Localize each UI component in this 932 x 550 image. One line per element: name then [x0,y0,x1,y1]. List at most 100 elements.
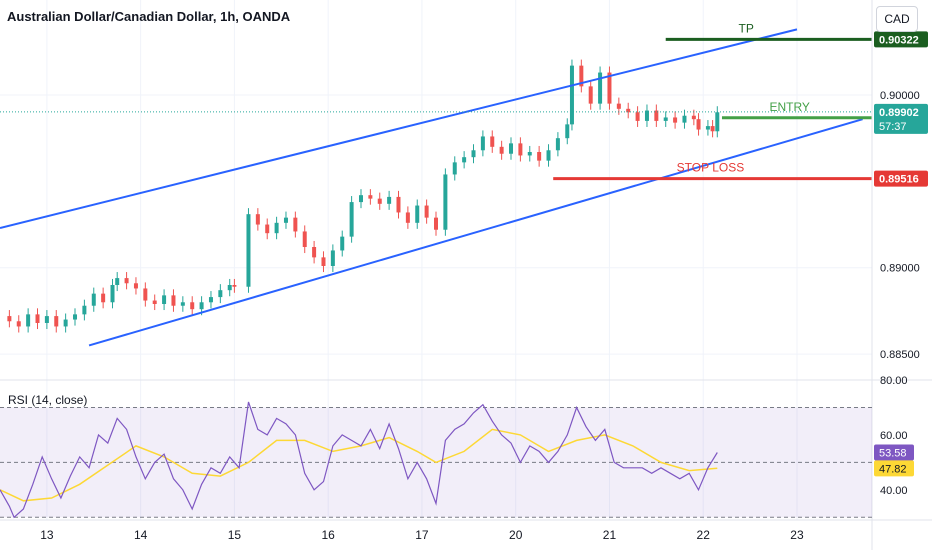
level-price-tag-stop-loss: 0.89516 [879,174,919,186]
rsi-ma-value-tag-bg [874,460,914,477]
candle-body [265,224,270,234]
candle-body [696,119,701,130]
candle-body [434,217,438,230]
time-tick-label: 14 [134,528,148,542]
candle-body [133,283,138,289]
price-tick-label: 0.90000 [880,90,920,102]
candle-body [162,295,167,304]
candle-body [227,285,232,291]
candle-body [471,150,476,158]
candle-body [63,319,68,327]
candle-body [293,217,298,232]
time-tick-label: 23 [790,528,804,542]
time-tick-label: 22 [697,528,711,542]
candle-body [199,302,204,310]
candle-body [635,112,640,121]
rsi-ma-value-tag: 47.82 [879,463,907,475]
candle-body [565,124,570,139]
candle-body [246,214,251,287]
countdown-label: 57:37 [879,121,907,133]
candle-body [616,103,621,109]
candle-body [16,321,21,327]
current-price-tag-bg [874,103,928,134]
time-tick-label: 21 [603,528,617,542]
level-price-tag-tp: 0.90322 [879,34,919,46]
rsi-indicator-label[interactable]: RSI (14, close) [6,393,90,407]
candle-body [101,293,106,303]
chart-title: Australian Dollar/Canadian Dollar, 1h, O… [7,9,291,24]
time-tick-label: 17 [415,528,429,542]
candle-body [579,65,584,87]
candle-body [302,231,307,247]
candle-body [44,316,49,323]
candle-body [705,126,710,130]
candle-body [283,217,288,223]
channel-lower-line [88,118,863,347]
current-price-tag: 0.89902 [879,107,919,119]
rsi-value-tag-bg [874,444,914,461]
candle-body [607,72,612,104]
candle-body [499,146,504,154]
candle-body [387,196,392,204]
candle-body [673,117,678,123]
candle-body [396,196,401,213]
rsi-line [0,401,718,519]
candle-body [443,174,448,230]
candle-body [598,72,603,104]
candle-body [682,115,687,123]
candle-body [35,314,40,323]
candle-body [569,65,574,125]
rsi-value-tag: 53.58 [879,448,907,460]
rsi-tick-label: 80.00 [880,375,908,387]
candle-body [415,205,420,223]
time-tick-label: 13 [40,528,54,542]
candle-body [555,138,560,151]
candle-body [82,305,87,315]
candle-body [452,162,457,175]
price-tick-label: 0.88500 [880,349,920,361]
candle-body [368,195,373,199]
candle-body [462,157,467,163]
candle-body [255,214,260,225]
candle-body [91,293,96,306]
candle-body [115,278,120,285]
candle-body [54,316,59,327]
candle-body [218,290,223,298]
candle-body [232,285,237,287]
candle-body [691,115,696,120]
currency-button[interactable]: CAD [876,6,918,32]
candle-body [654,110,659,121]
candle-body [644,110,649,121]
candle-body [312,247,317,258]
level-price-tag-tp-bg [874,31,928,48]
candle-body [715,112,720,132]
level-price-tag-stop-loss-bg [874,170,928,187]
price-tick-label: 0.89000 [880,263,920,275]
candle-body [588,86,593,104]
candle-body [663,117,668,121]
level-label-stop-loss: STOP LOSS [677,161,745,175]
candle-body [509,143,514,154]
candle-body [710,126,715,132]
candle-body [424,205,429,218]
candle-body [110,285,115,303]
candle-body [73,314,78,320]
candle-body [349,202,354,237]
candle-body [274,222,279,234]
candle-body [143,288,148,301]
candle-body [377,198,382,204]
candle-body [340,236,345,251]
channel-upper-line [0,28,798,229]
time-tick-label: 15 [228,528,242,542]
level-label-tp: TP [739,21,754,35]
rsi-tick-label: 60.00 [880,430,908,442]
time-tick-label: 16 [321,528,335,542]
level-label-entry: ENTRY [769,100,809,114]
candle-body [546,150,551,161]
candle-body [490,136,495,147]
candle-body [405,212,410,223]
time-tick-label: 20 [509,528,523,542]
candle-body [26,314,31,327]
candle-body [626,108,631,113]
